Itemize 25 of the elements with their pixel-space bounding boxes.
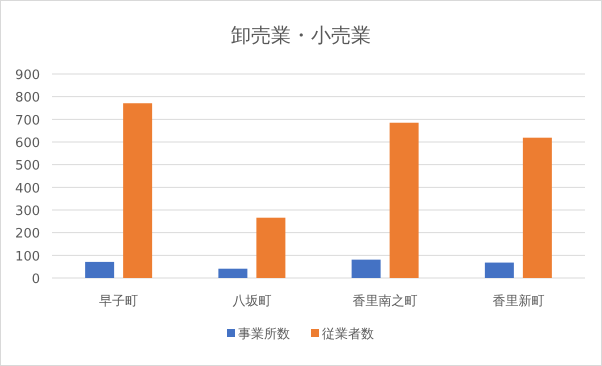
bar bbox=[352, 260, 381, 278]
y-tick-label: 0 bbox=[32, 272, 40, 287]
y-tick-label: 600 bbox=[15, 136, 40, 151]
y-tick-label: 400 bbox=[15, 181, 40, 196]
y-tick-label: 900 bbox=[15, 68, 40, 83]
bar bbox=[218, 268, 248, 278]
x-tick-label: 香里南之町 bbox=[352, 294, 418, 309]
bar bbox=[484, 262, 514, 278]
y-tick-label: 200 bbox=[15, 226, 40, 242]
bar bbox=[85, 262, 114, 278]
title: 卸売業・小売業 bbox=[231, 23, 371, 47]
y-tick-label: 100 bbox=[15, 249, 40, 264]
x-tick-label: 早子町 bbox=[99, 294, 138, 309]
bar bbox=[390, 122, 419, 278]
x-tick-label: 八坂町 bbox=[232, 294, 272, 309]
legend-label: 事業所数 bbox=[238, 327, 290, 342]
bar bbox=[522, 138, 552, 278]
y-tick-label: 500 bbox=[15, 158, 40, 174]
bar bbox=[123, 103, 152, 278]
x-tick-label: 香里新町 bbox=[492, 294, 544, 309]
y-tick-label: 700 bbox=[15, 113, 40, 128]
bar bbox=[256, 218, 286, 278]
y-tick-label: 800 bbox=[15, 90, 40, 106]
y-tick-label: 300 bbox=[15, 204, 40, 219]
legend-label: 従業者数 bbox=[322, 327, 374, 342]
